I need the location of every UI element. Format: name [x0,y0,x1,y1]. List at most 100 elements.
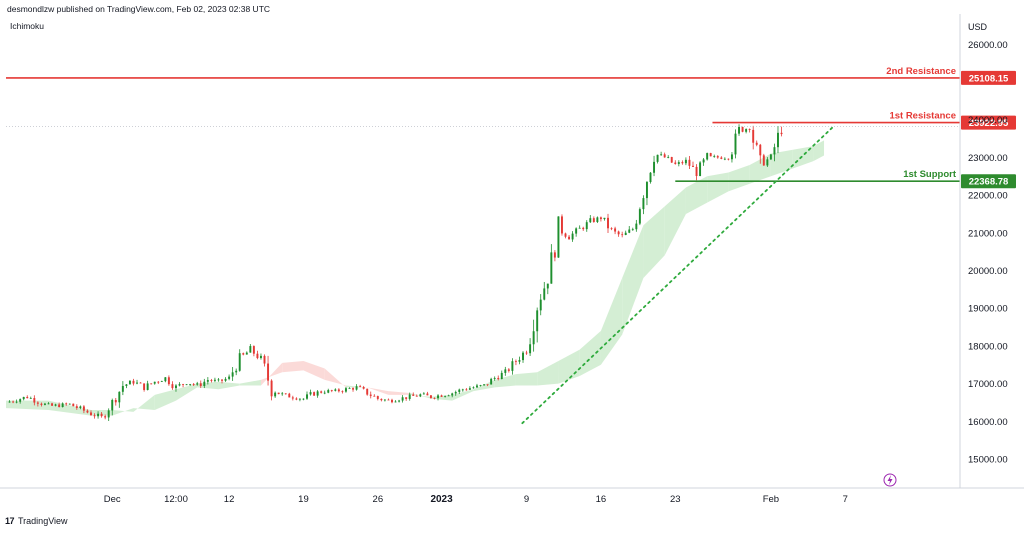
candle [532,319,535,352]
cloud-segment [324,368,346,388]
cloud-segment [282,360,304,373]
candle-body [738,126,741,134]
candle-body [596,217,599,222]
candle [128,380,131,385]
candle-body [352,388,355,390]
candle-body [401,397,404,401]
candle-body [15,401,18,403]
candle-body [493,377,496,379]
candle-body [376,396,379,399]
cloud-segment [792,146,814,169]
candle-body [660,154,663,156]
candle [713,154,716,158]
candle [298,398,301,402]
candle-body [628,229,631,233]
candle [539,294,542,316]
candle [26,395,29,399]
cloud-segment [388,391,410,395]
candle-body [557,216,560,258]
candle-body [259,355,262,359]
candle [242,352,245,356]
candle [419,393,422,398]
candle-body [490,378,493,385]
candle-body [522,352,524,361]
cloud-segment [728,164,750,192]
candle [777,126,779,154]
indicator-label[interactable]: Ichimoku [10,21,45,31]
cloud-segment [452,389,474,401]
lightning-icon-bolt [887,475,893,485]
candle-body [730,154,733,160]
candle [398,399,401,403]
candle-body [645,182,648,199]
candle [500,370,503,380]
candle [75,404,78,410]
candle [599,216,602,222]
candle-body [578,227,581,229]
candle [415,394,418,397]
candle-body [741,126,744,132]
candle [348,387,351,389]
candle-body [603,217,606,220]
candle [582,226,585,231]
candle-body [167,377,170,385]
ascending-trendline [521,124,836,425]
candle-body [560,216,563,234]
level-name-label: 1st Resistance [889,111,956,122]
y-tick-label: 20000.00 [968,266,1008,277]
lightning-icon[interactable] [883,473,897,487]
candle [631,227,634,231]
candle [706,152,709,161]
candle [33,395,36,406]
candle-body [373,395,376,397]
candle-body [699,162,702,176]
candle-body [40,403,43,405]
candle-body [458,389,461,392]
axes: USD 15000.00 16000.00 17000.00 18000.00 19000… [0,14,1024,505]
cloud-segment [537,360,559,386]
y-axis-unit-label: USD [968,22,988,32]
candle [422,392,425,395]
candle-body [114,399,117,403]
candle-body [274,392,277,397]
candle-body [245,352,248,355]
price-tag-label: 22368.78 [969,177,1009,188]
candle [224,377,227,382]
cloud-segment [154,389,176,410]
candle [235,368,238,376]
candle-body [769,154,772,160]
candle [429,395,432,399]
candle [245,351,248,355]
candle-body [617,231,620,235]
ichimoku-cloud [6,140,825,416]
candle-body [607,217,609,229]
candle-body [157,381,160,383]
candle-body [100,413,103,417]
candle-body [54,404,57,406]
candle [723,157,726,161]
candle [192,383,195,387]
candle [468,386,471,390]
candle-body [136,382,138,384]
candle-body [415,395,418,397]
candle-body [752,129,755,143]
candle [306,391,308,400]
candle [504,366,507,376]
candle [288,392,291,398]
cloud-segment [260,362,283,386]
cloud-segment [685,176,708,214]
candle-body [97,413,100,417]
candle-body [525,352,528,354]
candle [107,408,110,421]
candle-body [33,398,36,403]
candle-body [592,218,595,222]
candle-body [362,386,365,389]
candle-body [723,158,726,160]
candle [12,400,15,404]
candle-body [334,389,337,391]
candle [323,390,326,395]
candle-body [518,360,521,362]
candle-body [12,401,15,403]
candle [178,382,181,387]
